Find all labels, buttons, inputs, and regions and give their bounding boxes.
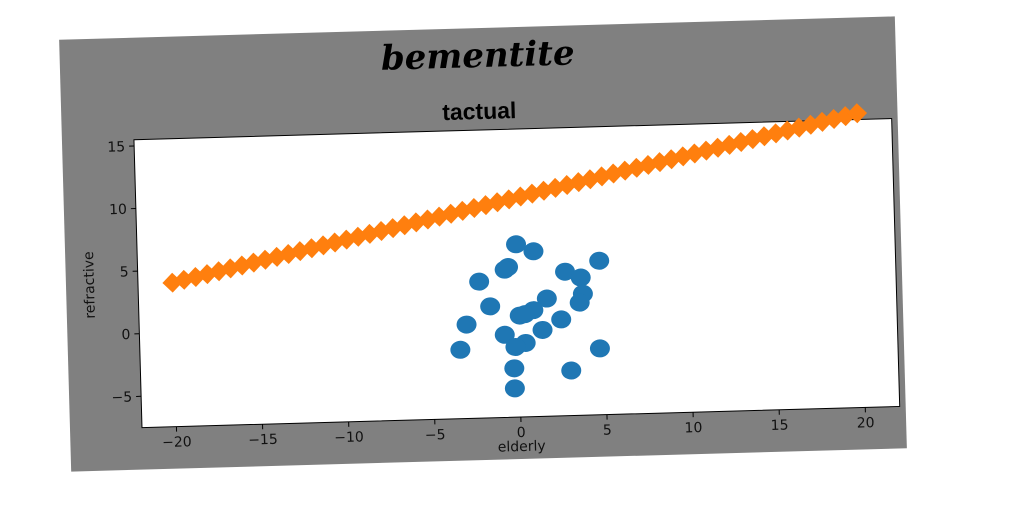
circle-point — [450, 340, 471, 359]
ticks: −20 −15 −10 −5 0 5 10 15 20 −5 0 5 10 15 — [107, 139, 875, 451]
x-tick-label: −10 — [334, 429, 364, 446]
x-tick-label: −20 — [162, 434, 192, 451]
circle-point — [532, 320, 553, 339]
circle-point — [561, 361, 582, 380]
x-tick-label: −15 — [248, 432, 278, 449]
x-tick-label: 5 — [603, 422, 612, 438]
x-tick-label: 0 — [517, 425, 526, 441]
y-tick-label: 5 — [120, 264, 129, 280]
y-tick-label: −5 — [111, 390, 132, 407]
circle-point — [589, 251, 610, 270]
circle-point — [504, 359, 525, 378]
x-axis-label: elderly — [498, 438, 546, 455]
circle-point — [504, 379, 525, 398]
diamond-point — [847, 103, 868, 124]
x-tick-label: −5 — [425, 427, 446, 444]
circle-point — [480, 297, 501, 316]
circle-point — [570, 268, 591, 287]
circle-point — [506, 235, 527, 254]
circle-point — [514, 305, 535, 324]
chart-svg: −20 −15 −10 −5 0 5 10 15 20 −5 0 5 10 15 elderly refr… — [81, 103, 901, 456]
circle-point — [536, 289, 557, 308]
circle-point — [555, 262, 576, 281]
y-tick-label: 10 — [109, 202, 127, 218]
y-tick-label: 0 — [121, 327, 130, 343]
y-tick-label: 15 — [107, 139, 125, 155]
y-axis-label: refractive — [81, 251, 99, 319]
circle-point — [494, 260, 515, 279]
x-tick-label: 10 — [684, 420, 702, 436]
circle-point — [589, 339, 610, 358]
circle-point — [505, 338, 526, 357]
circle-point — [523, 242, 544, 261]
figure: bementite tactual −20 −15 −10 −5 0 5 10 15 20 −5 0… — [59, 16, 907, 472]
circle-point — [469, 272, 490, 291]
circle-point — [494, 325, 515, 344]
circle-point — [456, 315, 477, 334]
x-tick-label: 20 — [857, 415, 875, 431]
circle-point — [551, 310, 572, 329]
circle-point — [569, 293, 590, 312]
x-tick-label: 15 — [770, 418, 788, 434]
data-marks — [162, 103, 868, 398]
